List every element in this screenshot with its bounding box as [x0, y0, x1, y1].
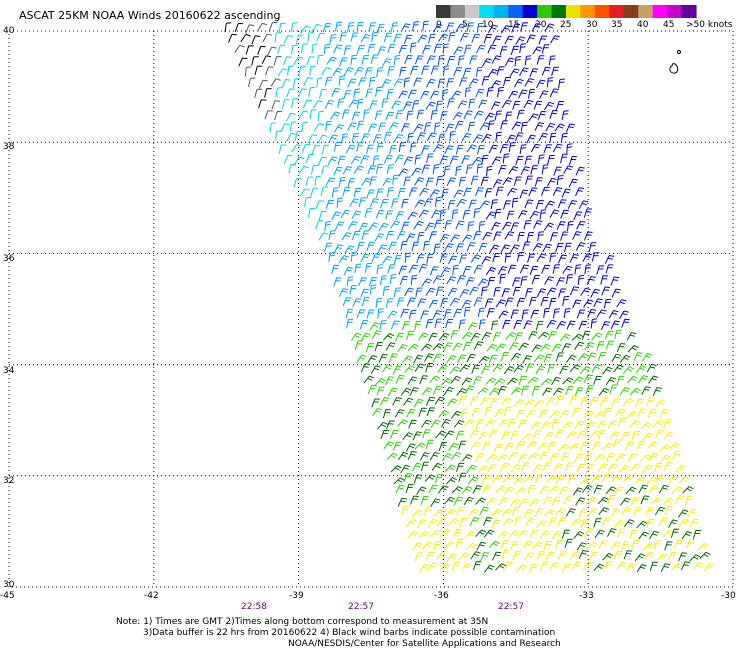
- lon-label-39: -39: [289, 591, 304, 601]
- legend-label: 25: [560, 20, 572, 30]
- legend-label: >50 knots: [686, 20, 733, 30]
- legend-label: 30: [586, 20, 598, 30]
- legend-swatch: [464, 5, 480, 18]
- lon-label-45: -45: [0, 591, 15, 601]
- lat-label-40: 40: [3, 26, 15, 36]
- legend-swatch: [623, 5, 639, 18]
- legend-swatch: [450, 5, 466, 18]
- lat-label-30: 30: [3, 580, 15, 590]
- legend-swatch: [551, 5, 567, 18]
- legend-swatch: [436, 5, 452, 18]
- map-title: ASCAT 25KM NOAA Winds 20160622 ascending: [19, 9, 281, 22]
- island-outline: [669, 50, 681, 74]
- legend-swatch: [594, 5, 610, 18]
- pass-time-3: 22:57: [498, 602, 524, 612]
- legend-swatch: [493, 5, 509, 18]
- legend-swatch: [537, 5, 553, 18]
- lon-label-36: -36: [434, 591, 449, 601]
- legend-label: 35: [611, 20, 623, 30]
- map-frame: [8, 30, 734, 588]
- lat-label-38: 38: [3, 142, 15, 152]
- lon-label-33: -33: [579, 591, 594, 601]
- wind-barbs: [224, 20, 715, 573]
- lat-label-32: 32: [3, 476, 15, 486]
- legend-swatch: [508, 5, 524, 18]
- legend-swatch: [566, 5, 582, 18]
- grid-lines: [9, 31, 733, 587]
- legend-swatch: [652, 5, 668, 18]
- wind-speed-legend: [436, 5, 697, 18]
- note-line-3: NOAA/NESDIS/Center for Satellite Applica…: [288, 639, 561, 649]
- lon-label-42: -42: [144, 591, 159, 601]
- pass-time-1: 22:58: [241, 602, 267, 612]
- lat-label-34: 34: [3, 366, 15, 376]
- legend-swatch: [609, 5, 625, 18]
- legend-swatch: [580, 5, 596, 18]
- pass-time-2: 22:57: [348, 602, 374, 612]
- legend-label: 15: [508, 20, 520, 30]
- legend-label: 45: [663, 20, 675, 30]
- lon-label-30: -30: [721, 591, 736, 601]
- legend-swatch: [681, 5, 697, 18]
- note-line-2: 3)Data buffer is 22 hrs from 20160622 4)…: [143, 628, 556, 638]
- note-line-1: Note: 1) Times are GMT 2)Times along bot…: [116, 617, 489, 627]
- legend-swatch: [522, 5, 538, 18]
- lat-label-36: 36: [3, 254, 15, 264]
- legend-label: 40: [637, 20, 649, 30]
- legend-swatch: [667, 5, 683, 18]
- legend-swatch: [479, 5, 495, 18]
- legend-swatch: [638, 5, 654, 18]
- legend-label: 10: [482, 20, 494, 30]
- legend-label: 20: [535, 20, 547, 30]
